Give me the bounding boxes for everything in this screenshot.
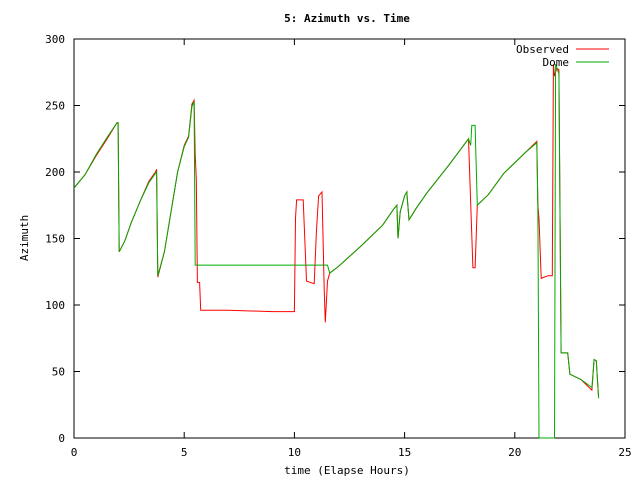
y-tick-label: 300	[45, 33, 65, 46]
legend-label-observed: Observed	[516, 43, 569, 56]
x-tick-label: 0	[71, 446, 78, 459]
chart-title: 5: Azimuth vs. Time	[284, 12, 410, 25]
x-tick-label: 10	[288, 446, 301, 459]
y-axis-label: Azimuth	[18, 215, 31, 261]
x-tick-label: 15	[398, 446, 411, 459]
y-tick-label: 200	[45, 166, 65, 179]
x-tick-label: 5	[181, 446, 188, 459]
y-tick-label: 100	[45, 299, 65, 312]
legend-label-dome: Dome	[543, 56, 570, 69]
series-line-dome	[73, 64, 600, 439]
x-tick-label: 25	[618, 446, 631, 459]
y-tick-label: 0	[58, 432, 65, 445]
y-tick-label: 50	[52, 366, 65, 379]
x-tick-label: 20	[508, 446, 521, 459]
plot-frame	[73, 38, 626, 439]
y-tick-label: 250	[45, 100, 65, 113]
y-tick-label: 150	[45, 233, 65, 246]
x-axis-label: time (Elapse Hours)	[284, 464, 410, 477]
plot-axes	[73, 38, 626, 439]
series-line-observed	[73, 64, 600, 399]
series-lines	[73, 64, 600, 439]
